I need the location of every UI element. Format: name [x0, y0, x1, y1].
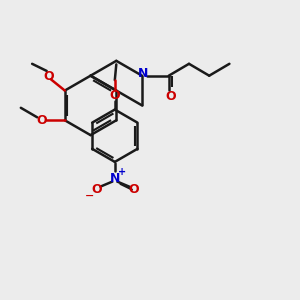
Text: N: N [138, 67, 149, 80]
Text: O: O [165, 90, 175, 103]
Text: N: N [110, 172, 120, 185]
Text: O: O [43, 70, 54, 83]
Text: −: − [85, 191, 94, 201]
Text: O: O [110, 89, 120, 102]
Text: O: O [128, 183, 139, 196]
Text: O: O [36, 114, 47, 127]
Text: +: + [118, 167, 126, 177]
Text: O: O [91, 183, 102, 196]
